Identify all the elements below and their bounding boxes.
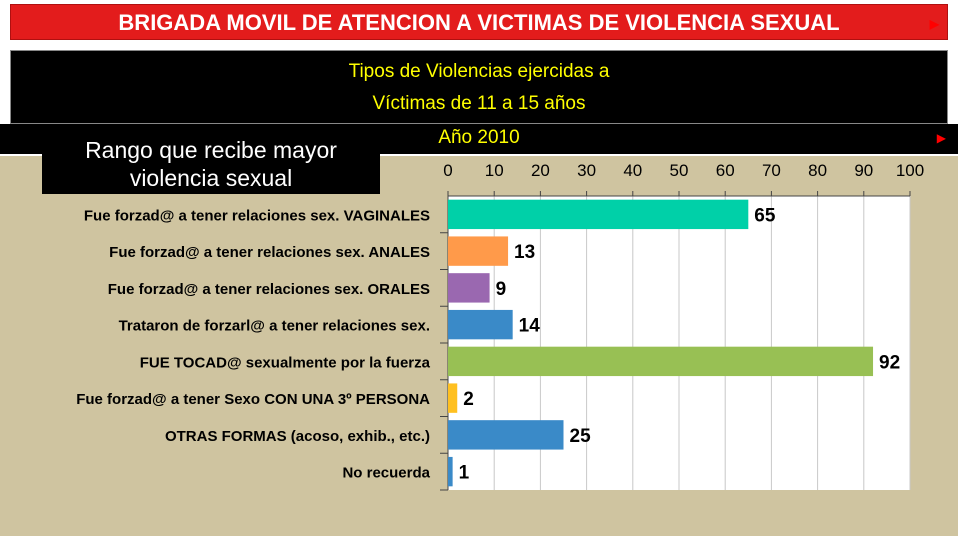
category-label: No recuerda — [342, 465, 430, 482]
subtitle-box: Tipos de Violencias ejercidas a Víctimas… — [10, 50, 948, 124]
bar — [448, 309, 513, 340]
category-label: FUE TOCAD@ sexualmente por la fuerza — [140, 354, 431, 371]
category-label: OTRAS FORMAS (acoso, exhib., etc.) — [165, 428, 430, 445]
x-tick-label: 70 — [762, 161, 781, 180]
data-label: 9 — [496, 279, 507, 300]
main-title: BRIGADA MOVIL DE ATENCION A VICTIMAS DE … — [118, 10, 840, 35]
bar — [448, 383, 458, 413]
year-label: Año 2010 — [438, 127, 520, 148]
category-label: Fue forzad@ a tener relaciones sex. ANAL… — [109, 244, 430, 261]
data-label: 14 — [519, 316, 541, 337]
x-tick-label: 30 — [577, 161, 596, 180]
bar — [448, 346, 874, 377]
callout-box: Rango que recibe mayor violencia sexual — [42, 134, 380, 194]
title-bar: BRIGADA MOVIL DE ATENCION A VICTIMAS DE … — [10, 4, 948, 40]
category-label: Fue forzad@ a tener relaciones sex. VAGI… — [84, 207, 430, 224]
x-tick-label: 20 — [531, 161, 550, 180]
bar — [448, 199, 749, 230]
callout-line-1: Rango que recibe mayor — [85, 137, 337, 163]
callout-line-2: violencia sexual — [129, 165, 293, 191]
category-label: Fue forzad@ a tener Sexo CON UNA 3º PERS… — [76, 391, 430, 408]
red-triangle-right-icon[interactable]: ▶ — [936, 131, 946, 145]
category-label: Trataron de forzarl@ a tener relaciones … — [119, 318, 430, 335]
subtitle-line-1: Tipos de Violencias ejercidas a — [348, 61, 610, 82]
data-label: 13 — [514, 242, 535, 263]
bar — [448, 420, 564, 450]
x-tick-label: 40 — [623, 161, 642, 180]
data-label: 92 — [879, 352, 900, 373]
x-tick-label: 90 — [854, 161, 873, 180]
top-banner: BRIGADA MOVIL DE ATENCION A VICTIMAS DE … — [0, 0, 958, 46]
x-tick-label: 100 — [896, 161, 924, 180]
x-tick-label: 10 — [485, 161, 504, 180]
data-label: 25 — [570, 426, 592, 447]
bar — [448, 236, 509, 266]
bar — [448, 456, 453, 487]
x-tick-label: 0 — [443, 161, 452, 180]
data-label: 65 — [754, 205, 776, 226]
x-tick-label: 80 — [808, 161, 827, 180]
bar — [448, 273, 490, 303]
red-triangle-right-icon[interactable]: ▶ — [929, 17, 939, 31]
data-label: 2 — [463, 389, 474, 410]
subtitle-line-2: Víctimas de 11 a 15 años — [372, 93, 586, 114]
x-tick-label: 50 — [670, 161, 689, 180]
data-label: 1 — [459, 463, 470, 484]
x-tick-label: 60 — [716, 161, 735, 180]
category-label: Fue forzad@ a tener relaciones sex. ORAL… — [108, 281, 430, 298]
